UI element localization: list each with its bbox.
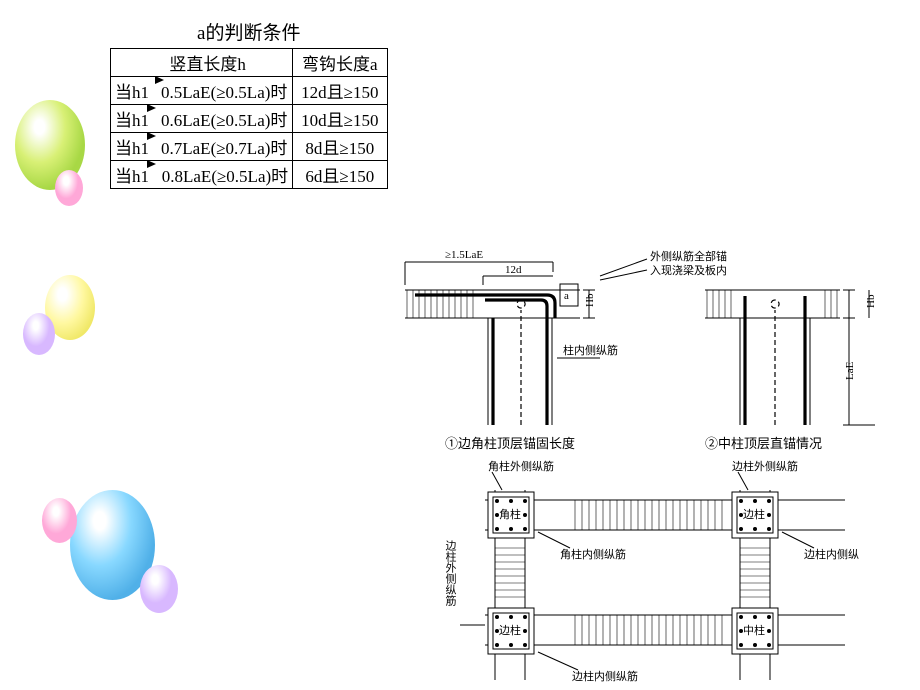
svg-text:≥1.5LaE: ≥1.5LaE xyxy=(445,249,483,261)
bottom-diagram: 角柱 边柱 边柱 中柱 角柱外侧纵筋 边柱外侧纵筋 角柱内侧纵筋 边柱内侧纵 边… xyxy=(400,460,900,685)
svg-text:12d: 12d xyxy=(505,264,522,276)
svg-text:外侧纵筋全部锚: 外侧纵筋全部锚 xyxy=(650,249,727,263)
svg-text:柱内侧纵筋: 柱内侧纵筋 xyxy=(563,343,618,357)
svg-text:角柱: 角柱 xyxy=(499,507,521,521)
svg-text:LaE: LaE xyxy=(844,361,856,380)
balloon-deco xyxy=(45,275,95,340)
condition-table: a的判断条件 竖直长度h弯钩长度a 当h10.5LaE(≥0.5La)时12d且… xyxy=(110,18,388,189)
svg-text:角柱内侧纵筋: 角柱内侧纵筋 xyxy=(560,547,626,561)
svg-text:角柱外侧纵筋: 角柱外侧纵筋 xyxy=(488,459,554,473)
svg-text:边柱内侧纵: 边柱内侧纵 xyxy=(804,547,859,561)
svg-text:边柱: 边柱 xyxy=(743,507,765,521)
svg-text:中柱: 中柱 xyxy=(743,623,765,637)
balloon-deco xyxy=(70,490,155,600)
svg-text:边柱外侧纵筋: 边柱外侧纵筋 xyxy=(444,540,457,607)
table-header: 竖直长度h xyxy=(111,49,293,77)
svg-text:边柱内侧纵筋: 边柱内侧纵筋 xyxy=(572,669,638,683)
svg-text:②中柱顶层直锚情况: ②中柱顶层直锚情况 xyxy=(705,436,822,451)
table-header: 弯钩长度a xyxy=(293,49,387,77)
svg-text:Hb: Hb xyxy=(865,294,877,308)
svg-text:入现浇梁及板内: 入现浇梁及板内 xyxy=(650,263,727,277)
svg-text:①边角柱顶层锚固长度: ①边角柱顶层锚固长度 xyxy=(445,436,575,451)
svg-text:a: a xyxy=(564,290,569,302)
svg-text:边柱外侧纵筋: 边柱外侧纵筋 xyxy=(732,459,798,473)
table-caption: a的判断条件 xyxy=(110,18,388,48)
balloon-deco xyxy=(15,100,85,190)
svg-text:Hb: Hb xyxy=(584,293,596,307)
top-diagram: ≥1.5LaE 12d a Hb 外侧纵筋全部锚 入现浇梁及板内 柱内侧纵筋 ①… xyxy=(385,240,895,455)
svg-text:边柱: 边柱 xyxy=(499,623,521,637)
